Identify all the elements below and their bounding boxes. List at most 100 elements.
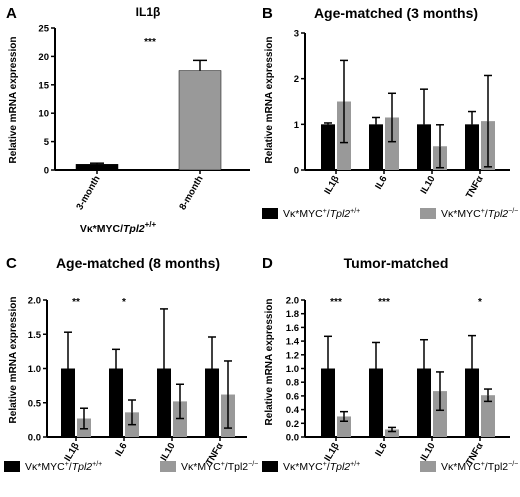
y-tick-label: 0.5 bbox=[28, 398, 42, 409]
legend-label: Vκ*MYC+/Tpl2+/+ bbox=[283, 461, 360, 473]
significance-label: * bbox=[122, 297, 126, 308]
x-category-label: IL10 bbox=[419, 174, 438, 196]
x-category-label: IL6 bbox=[113, 441, 129, 458]
panel-b-categories: IL1β IL6 IL10 TNFα bbox=[322, 170, 486, 201]
x-category-label: IL6 bbox=[373, 174, 389, 191]
legend-sup: + bbox=[481, 208, 485, 215]
y-tick-label: 1 bbox=[294, 120, 300, 131]
bar bbox=[465, 368, 479, 437]
panel-d-bars: *** *** * bbox=[321, 297, 495, 437]
y-tick-label: 20 bbox=[38, 52, 49, 63]
panel-letter-a: A bbox=[6, 5, 17, 22]
panel-b: B Age-matched (3 months) Relative mRNA e… bbox=[262, 5, 518, 220]
panel-letter-c: C bbox=[6, 255, 17, 272]
significance-label: *** bbox=[330, 297, 342, 308]
bar bbox=[205, 368, 219, 437]
significance-label: *** bbox=[378, 297, 390, 308]
y-tick-label: 1.2 bbox=[286, 350, 299, 361]
panel-c: C Age-matched (8 months) Relative mRNA e… bbox=[4, 255, 258, 473]
y-tick-label: 0.2 bbox=[286, 419, 299, 430]
y-tick-label: 0.8 bbox=[286, 378, 299, 389]
panel-a-title: IL1β bbox=[136, 5, 161, 19]
panel-c-bars: ** * bbox=[61, 297, 235, 437]
legend-sup: −/− bbox=[508, 461, 518, 468]
legend-base: Vκ*MYC bbox=[441, 461, 481, 473]
legend-base: Vκ*MYC bbox=[283, 461, 323, 473]
bar bbox=[109, 368, 123, 437]
legend-label: Vκ*MYC+/Tpl2−/− bbox=[441, 461, 518, 473]
panel-a-xlabel-sup: +/+ bbox=[145, 220, 157, 229]
legend-base: Vκ*MYC bbox=[181, 461, 221, 473]
significance-label: * bbox=[478, 297, 482, 308]
x-category-label: IL1β bbox=[322, 174, 341, 197]
bar bbox=[481, 395, 495, 437]
panel-a-bars: *** bbox=[75, 37, 222, 171]
legend-sup: −/− bbox=[508, 208, 518, 215]
y-tick-label: 15 bbox=[38, 80, 49, 91]
panel-a-ylabel: Relative mRNA expression bbox=[8, 37, 19, 164]
legend-slash: /Tpl2 bbox=[225, 461, 249, 473]
y-tick-label: 0.0 bbox=[286, 433, 299, 444]
panel-c-title: Age-matched (8 months) bbox=[56, 255, 220, 271]
legend-swatch bbox=[4, 461, 20, 472]
panel-c-legend: Vκ*MYC+/Tpl2+/+ Vκ*MYC+/Tpl2−/− bbox=[4, 461, 258, 473]
bar bbox=[417, 368, 431, 437]
legend-sup: + bbox=[323, 461, 327, 468]
panel-c-axes: 0.0 0.5 1.0 1.5 2.0 bbox=[28, 296, 247, 444]
legend-italic: Tpl2 bbox=[330, 208, 351, 220]
legend-sup: +/+ bbox=[350, 208, 360, 215]
legend-label: Vκ*MYC+/Tpl2+/+ bbox=[283, 208, 360, 220]
panel-letter-d: D bbox=[262, 255, 273, 272]
y-tick-label: 5 bbox=[44, 137, 50, 148]
significance-label: *** bbox=[144, 37, 156, 48]
legend-label: Vκ*MYC+/Tpl2−/− bbox=[181, 461, 258, 473]
y-tick-label: 2.0 bbox=[286, 296, 299, 307]
panel-d: D Tumor-matched Relative mRNA expression… bbox=[262, 255, 518, 473]
bar bbox=[178, 70, 222, 171]
legend-base: Vκ*MYC bbox=[25, 461, 65, 473]
y-tick-label: 1.0 bbox=[28, 364, 41, 375]
bar bbox=[369, 368, 383, 437]
legend-slash: / bbox=[485, 208, 488, 220]
y-tick-label: 0.0 bbox=[28, 433, 41, 444]
legend-sup: +/+ bbox=[350, 461, 360, 468]
y-tick-label: 1.5 bbox=[28, 330, 42, 341]
bar bbox=[321, 368, 335, 437]
legend-sup: + bbox=[65, 461, 69, 468]
legend-slash: / bbox=[69, 461, 72, 473]
legend-sup: + bbox=[481, 461, 485, 468]
legend-label: Vκ*MYC+/Tpl2−/− bbox=[441, 208, 518, 220]
legend-sup: + bbox=[323, 208, 327, 215]
bar bbox=[385, 429, 399, 437]
bar bbox=[75, 164, 119, 171]
legend-italic: Tpl2 bbox=[330, 461, 351, 473]
legend-sup: +/+ bbox=[92, 461, 102, 468]
y-tick-label: 0.6 bbox=[286, 391, 299, 402]
legend-sup: −/− bbox=[248, 461, 258, 468]
y-tick-label: 25 bbox=[38, 24, 49, 35]
y-tick-label: 1.4 bbox=[286, 337, 300, 348]
x-category-label: 3-month bbox=[74, 174, 102, 212]
panel-d-ylabel: Relative mRNA expression bbox=[264, 299, 275, 426]
x-category-label: IL6 bbox=[373, 441, 389, 458]
panel-a-xlabel-base: Vκ*MYC/ bbox=[80, 223, 123, 235]
panel-a-xlabel-italic: Tpl2 bbox=[123, 223, 145, 235]
panel-a-categories: 3-month 8-month bbox=[74, 170, 206, 212]
legend-italic: Tpl2 bbox=[488, 208, 509, 220]
panel-d-axes: 0.0 0.2 0.4 0.6 0.8 1.0 1.2 1.4 1.6 1.8 2.0 bbox=[286, 296, 510, 444]
bar bbox=[369, 124, 383, 170]
panel-c-ylabel: Relative mRNA expression bbox=[8, 297, 19, 424]
x-category-label: 8-month bbox=[177, 174, 205, 212]
bar bbox=[385, 117, 399, 170]
legend-slash: /Tpl2 bbox=[485, 461, 509, 473]
legend-swatch bbox=[262, 208, 278, 219]
y-tick-label: 10 bbox=[38, 109, 49, 120]
legend-swatch bbox=[420, 208, 436, 219]
legend-sup: + bbox=[221, 461, 225, 468]
panel-b-title: Age-matched (3 months) bbox=[314, 5, 478, 21]
bar bbox=[321, 124, 335, 170]
panel-a: A IL1β Relative mRNA expression 0 5 10 15 20… bbox=[6, 5, 250, 235]
y-tick-label: 0 bbox=[294, 166, 299, 177]
legend-slash: / bbox=[327, 461, 330, 473]
y-tick-label: 0.4 bbox=[286, 405, 300, 416]
